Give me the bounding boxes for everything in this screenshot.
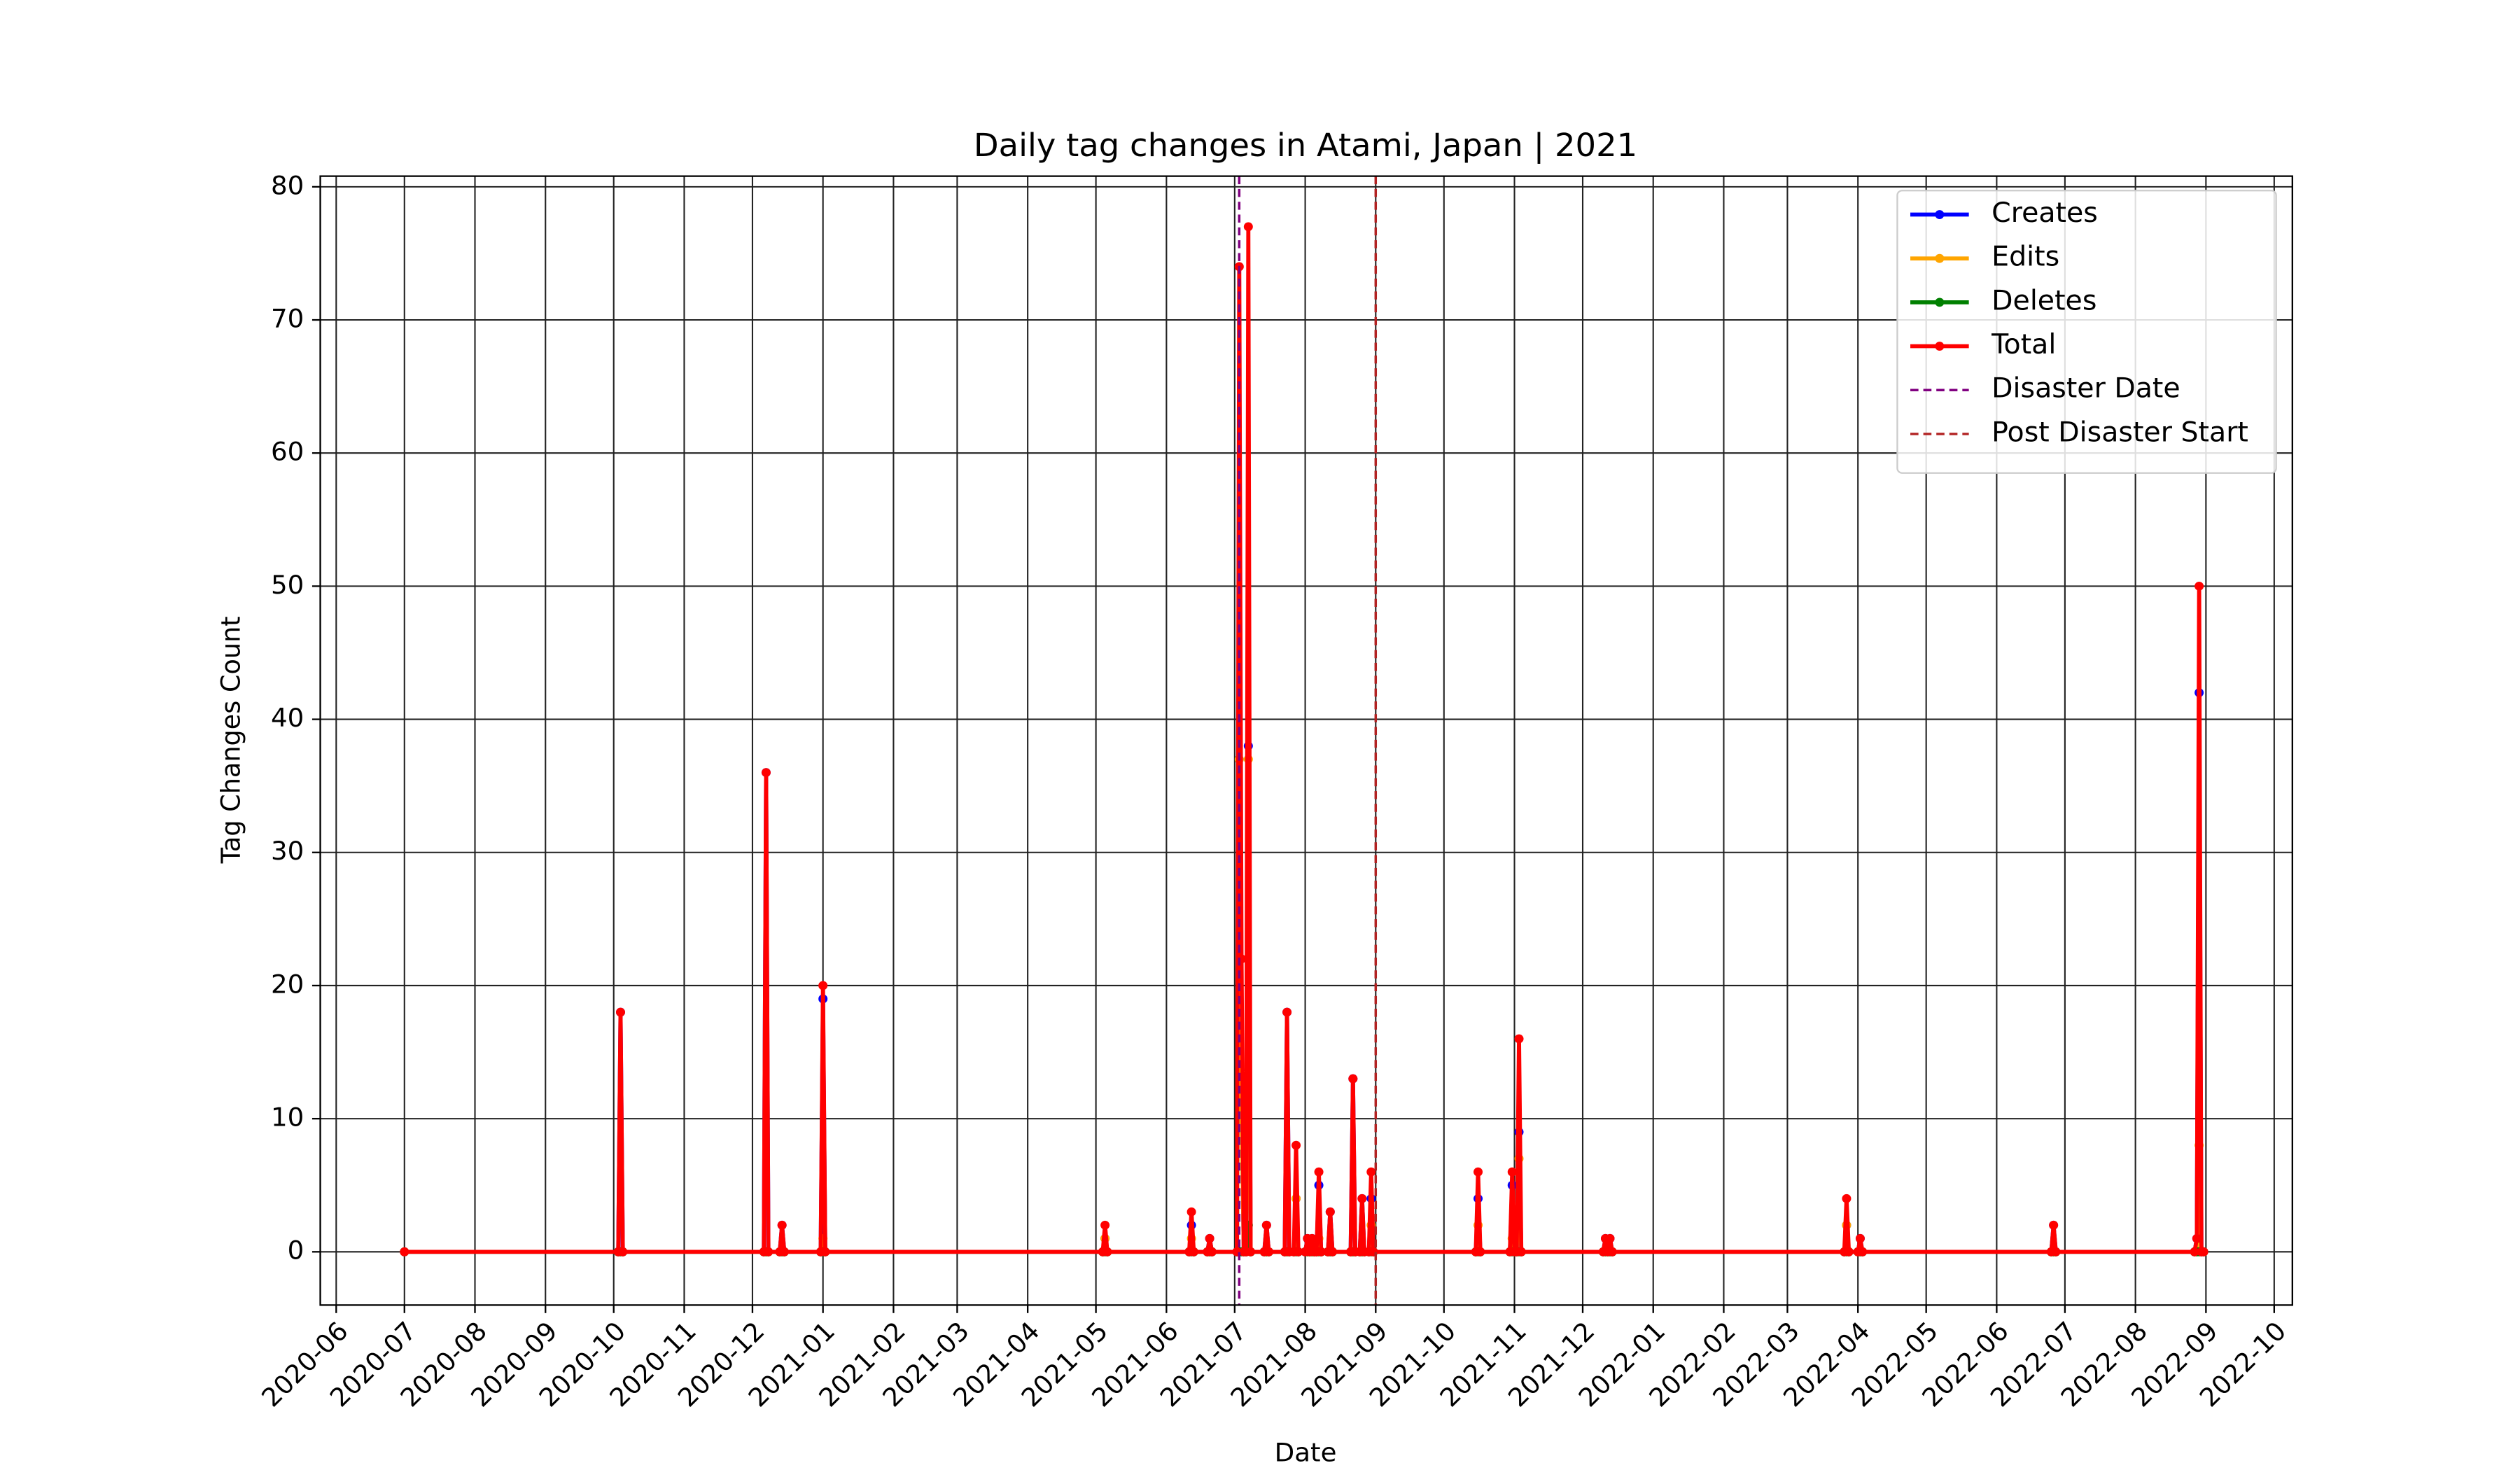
legend-marker	[1935, 342, 1945, 351]
data-point	[1855, 1233, 1865, 1243]
data-point	[1476, 1247, 1485, 1256]
y-tick-label: 10	[271, 1102, 304, 1133]
y-tick-label: 70	[271, 304, 304, 334]
data-point	[1316, 1247, 1326, 1256]
data-point	[1314, 1167, 1324, 1177]
data-point	[1282, 1007, 1292, 1017]
data-point	[777, 1220, 787, 1230]
y-tick-label: 80	[271, 171, 304, 201]
data-point	[1325, 1207, 1335, 1217]
data-point	[1264, 1247, 1274, 1256]
legend-box	[1896, 190, 2277, 474]
y-tick-label: 20	[271, 969, 304, 1000]
data-point	[1507, 1167, 1517, 1177]
legend-label: Disaster Date	[1991, 373, 2180, 405]
data-point	[400, 1247, 410, 1256]
data-point	[1605, 1233, 1615, 1243]
data-point	[1246, 1247, 1256, 1256]
legend-marker	[1935, 253, 1945, 263]
data-point	[2199, 1247, 2208, 1256]
x-axis-label: Date	[1275, 1438, 1337, 1468]
y-tick-label: 30	[271, 836, 304, 866]
data-point	[2192, 1233, 2202, 1243]
data-point	[615, 1007, 625, 1017]
data-point	[1292, 1140, 1301, 1150]
data-point	[1307, 1233, 1317, 1243]
data-point	[1189, 1247, 1198, 1256]
data-point	[2190, 1247, 2199, 1256]
data-point	[1514, 1034, 1524, 1044]
y-tick-label: 0	[288, 1236, 304, 1266]
data-point	[1207, 1247, 1217, 1256]
data-point	[1328, 1247, 1338, 1256]
legend-label: Creates	[1991, 197, 2098, 229]
y-axis-label: Tag Changes Count	[216, 616, 246, 864]
data-point	[1516, 1247, 1526, 1256]
plot-frame	[319, 175, 2293, 1306]
data-point	[761, 768, 771, 778]
data-point	[820, 1247, 830, 1256]
data-point	[2194, 581, 2204, 591]
data-point	[1100, 1220, 1110, 1230]
data-point	[1186, 1207, 1196, 1217]
data-point	[1243, 222, 1253, 232]
data-point	[764, 1247, 774, 1256]
data-point	[1348, 1074, 1358, 1084]
data-point	[1357, 1194, 1367, 1203]
data-point	[818, 981, 828, 990]
data-point	[2051, 1247, 2061, 1256]
data-point	[1261, 1220, 1271, 1230]
data-point	[1858, 1247, 1868, 1256]
legend-label: Edits	[1991, 241, 2059, 273]
y-tick-label: 50	[271, 570, 304, 600]
legend-marker	[1935, 210, 1945, 219]
data-point	[1205, 1233, 1214, 1243]
legend-label: Deletes	[1991, 286, 2096, 317]
data-point	[1474, 1167, 1483, 1177]
legend-marker	[1935, 298, 1945, 307]
legend: Creates Edits Deletes Total Disaster Date Pos…	[1896, 190, 2277, 474]
y-tick-label: 40	[271, 703, 304, 733]
chart-title: Daily tag changes in Atami, Japan | 2021	[974, 126, 1637, 164]
legend-label: Total	[1991, 329, 2056, 360]
y-tick-label: 60	[271, 437, 304, 467]
data-point	[1294, 1247, 1303, 1256]
data-point	[779, 1247, 789, 1256]
data-point	[2049, 1220, 2059, 1230]
data-point	[1102, 1247, 1112, 1256]
legend-label: Post Disaster Start	[1991, 417, 2248, 449]
data-point	[1607, 1247, 1617, 1256]
data-point	[618, 1247, 628, 1256]
data-point	[1842, 1194, 1851, 1203]
data-point	[1366, 1167, 1376, 1177]
data-point	[1844, 1247, 1854, 1256]
